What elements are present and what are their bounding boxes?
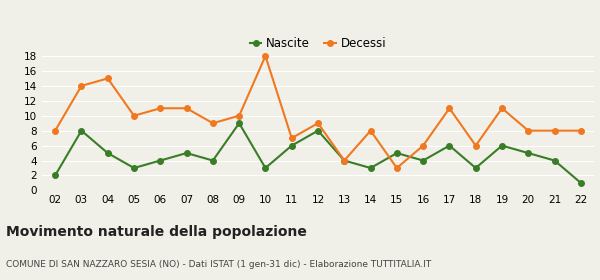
Nascite [314,129,322,132]
Nascite [341,159,348,162]
Nascite [104,151,112,155]
Nascite [419,159,427,162]
Nascite [52,174,59,177]
Nascite [472,166,479,170]
Nascite [157,159,164,162]
Decessi [472,144,479,147]
Nascite [130,166,137,170]
Nascite [393,151,400,155]
Decessi [262,54,269,58]
Nascite [499,144,506,147]
Decessi [524,129,532,132]
Nascite [524,151,532,155]
Nascite [209,159,217,162]
Decessi [367,129,374,132]
Legend: Nascite, Decessi: Nascite, Decessi [245,32,391,55]
Nascite [288,144,295,147]
Nascite [577,181,584,185]
Nascite [367,166,374,170]
Nascite [236,122,243,125]
Decessi [209,122,217,125]
Text: COMUNE DI SAN NAZZARO SESIA (NO) - Dati ISTAT (1 gen-31 dic) - Elaborazione TUTT: COMUNE DI SAN NAZZARO SESIA (NO) - Dati … [6,260,431,269]
Nascite [78,129,85,132]
Decessi [236,114,243,117]
Decessi [288,136,295,140]
Decessi [419,144,427,147]
Decessi [78,84,85,88]
Nascite [446,144,453,147]
Decessi [52,129,59,132]
Decessi [104,77,112,80]
Decessi [577,129,584,132]
Decessi [130,114,137,117]
Nascite [183,151,190,155]
Line: Decessi: Decessi [52,53,584,171]
Line: Nascite: Nascite [52,120,584,186]
Decessi [446,107,453,110]
Decessi [341,159,348,162]
Decessi [393,166,400,170]
Nascite [551,159,558,162]
Decessi [499,107,506,110]
Decessi [157,107,164,110]
Decessi [183,107,190,110]
Nascite [262,166,269,170]
Text: Movimento naturale della popolazione: Movimento naturale della popolazione [6,225,307,239]
Decessi [314,122,322,125]
Decessi [551,129,558,132]
